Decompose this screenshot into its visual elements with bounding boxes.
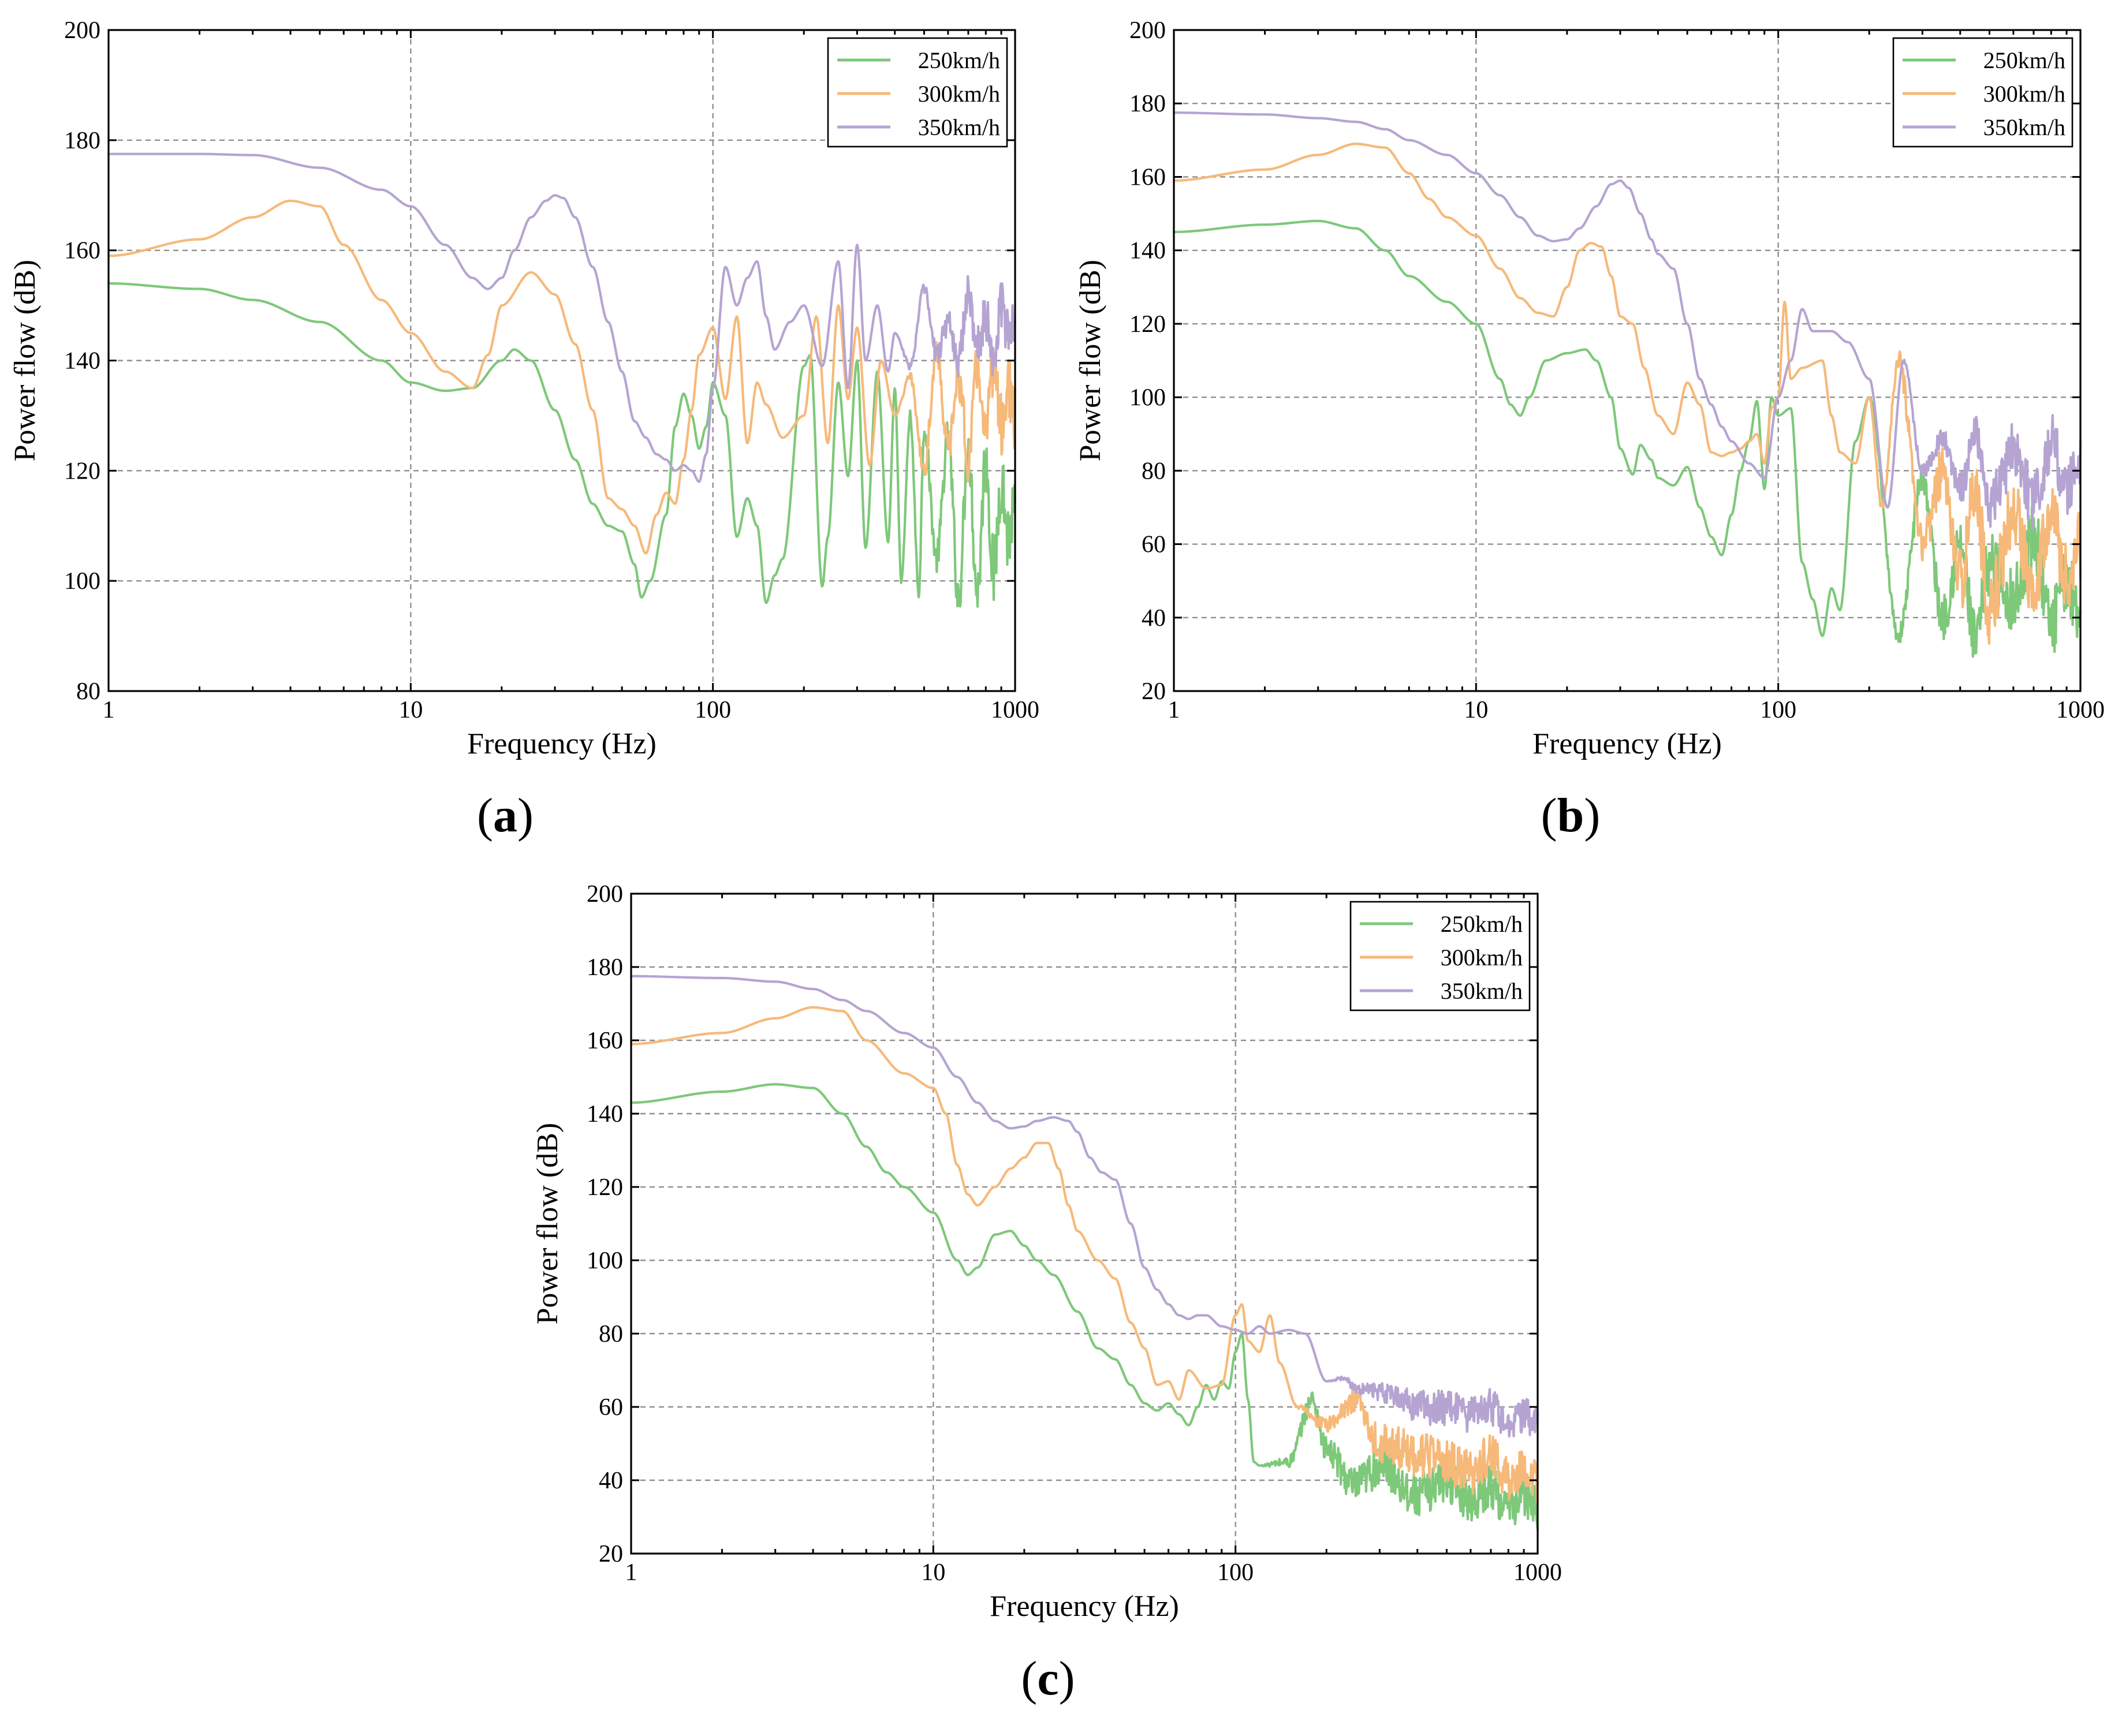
legend-label: 350km/h [1441, 978, 1523, 1004]
x-tick-label: 100 [1217, 1559, 1254, 1586]
panel-label-paren-close: ) [1059, 1652, 1075, 1705]
y-tick-label: 140 [587, 1101, 623, 1128]
x-tick-label: 10 [921, 1559, 945, 1586]
series-line-350km-h [107, 152, 1017, 483]
series-line-300km-h [629, 1006, 1539, 1503]
grid-lines [1174, 30, 2080, 691]
y-tick-label: 60 [1142, 532, 1166, 558]
y-tick-label: 140 [1129, 238, 1166, 264]
panel-b: 1 10 100 1000 20 40 60 80 100 120 140 160 180 200 Fre… [1074, 17, 2105, 842]
axis-ticks: 1 10 100 1000 80 100 120 140 160 180 200 [64, 17, 1039, 723]
y-tick-label: 60 [599, 1394, 623, 1421]
axis-ticks: 1 10 100 1000 20 40 60 80 100 120 140 160 180 200 [587, 881, 1562, 1586]
y-tick-label: 100 [64, 568, 100, 595]
legend: 250km/h 300km/h 350km/h [827, 37, 1008, 148]
y-tick-label: 180 [587, 954, 623, 981]
x-tick-label: 100 [695, 697, 731, 723]
y-tick-label: 120 [587, 1174, 623, 1201]
panel-label-paren-open: ( [1541, 789, 1557, 842]
plot-frame [1173, 29, 2082, 692]
panel-label-paren-open: ( [1021, 1652, 1037, 1705]
panel-label-letter: c [1037, 1652, 1058, 1705]
x-tick-label: 1000 [991, 697, 1039, 723]
series-line-300km-h [1172, 143, 2082, 645]
y-tick-label: 180 [1129, 91, 1166, 117]
x-tick-label: 1 [1168, 697, 1180, 723]
x-tick-label: 10 [398, 697, 423, 723]
x-tick-label: 1 [103, 697, 115, 723]
series-line-250km-h [107, 282, 1017, 608]
y-tick-label: 200 [587, 881, 623, 908]
legend-label: 250km/h [1441, 911, 1523, 937]
y-tick-label: 160 [64, 238, 100, 264]
panel-c: 1 10 100 1000 20 40 60 80 100 120 140 160 180 200 Fre… [531, 881, 1562, 1705]
y-tick-label: 180 [64, 128, 100, 154]
y-tick-label: 80 [76, 678, 100, 705]
y-tick-label: 80 [1142, 458, 1166, 484]
legend-label: 250km/h [918, 47, 1000, 73]
y-tick-label: 120 [64, 458, 100, 484]
legend-label: 300km/h [1983, 81, 2065, 107]
legend-label: 350km/h [918, 114, 1000, 140]
y-tick-label: 200 [1129, 17, 1166, 44]
y-tick-label: 140 [64, 348, 100, 375]
x-axis-label: Frequency (Hz) [467, 727, 657, 760]
series-line-300km-h [107, 199, 1017, 555]
panel-label-letter: a [493, 789, 517, 842]
y-tick-label: 20 [1142, 678, 1166, 705]
y-tick-label: 100 [1129, 384, 1166, 411]
x-axis-label: Frequency (Hz) [1532, 727, 1722, 760]
legend-label: 300km/h [1441, 944, 1523, 970]
y-tick-label: 160 [1129, 164, 1166, 191]
x-axis-label: Frequency (Hz) [990, 1590, 1179, 1623]
panel-label-paren-close: ) [517, 789, 534, 842]
panel-label: (b) [1541, 789, 1601, 842]
panel-label-letter: b [1557, 789, 1584, 842]
y-tick-label: 200 [64, 17, 100, 44]
y-tick-label: 120 [1129, 311, 1166, 338]
plot-frame [630, 893, 1539, 1555]
series-line-350km-h [1172, 111, 2082, 530]
series-line-350km-h [629, 975, 1539, 1438]
series-lines [629, 975, 1539, 1531]
y-tick-label: 20 [599, 1541, 623, 1567]
legend-label: 350km/h [1983, 114, 2065, 140]
grid-lines [631, 894, 1538, 1554]
grid-lines [109, 30, 1015, 691]
x-tick-label: 10 [1464, 697, 1488, 723]
x-tick-label: 1000 [1513, 1559, 1562, 1586]
x-tick-label: 1 [625, 1559, 637, 1586]
panel-label-paren-close: ) [1584, 789, 1600, 842]
panel-label: (c) [1021, 1652, 1075, 1705]
series-line-250km-h [629, 1083, 1539, 1531]
legend-label: 300km/h [918, 81, 1000, 107]
axis-ticks: 1 10 100 1000 20 40 60 80 100 120 140 160 180 200 [1129, 17, 2105, 723]
y-tick-label: 100 [587, 1248, 623, 1274]
x-tick-label: 1000 [2056, 697, 2105, 723]
y-axis-label: Power flow (dB) [531, 1123, 564, 1325]
legend: 250km/h 300km/h 350km/h [1892, 37, 2073, 148]
panel-label: (a) [477, 789, 534, 842]
y-axis-label: Power flow (dB) [9, 260, 42, 462]
y-axis-label: Power flow (dB) [1074, 260, 1107, 462]
y-tick-label: 40 [1142, 605, 1166, 632]
panel-a: 1 10 100 1000 80 100 120 140 160 180 200 Frequency… [9, 17, 1039, 842]
y-tick-label: 160 [587, 1028, 623, 1054]
series-lines [1172, 111, 2082, 658]
legend-label: 250km/h [1983, 47, 2065, 73]
x-tick-label: 100 [1760, 697, 1796, 723]
y-tick-label: 40 [599, 1468, 623, 1494]
legend: 250km/h 300km/h 350km/h [1349, 901, 1531, 1011]
panel-label-paren-open: ( [477, 789, 493, 842]
y-tick-label: 80 [599, 1321, 623, 1347]
series-lines [107, 152, 1017, 608]
